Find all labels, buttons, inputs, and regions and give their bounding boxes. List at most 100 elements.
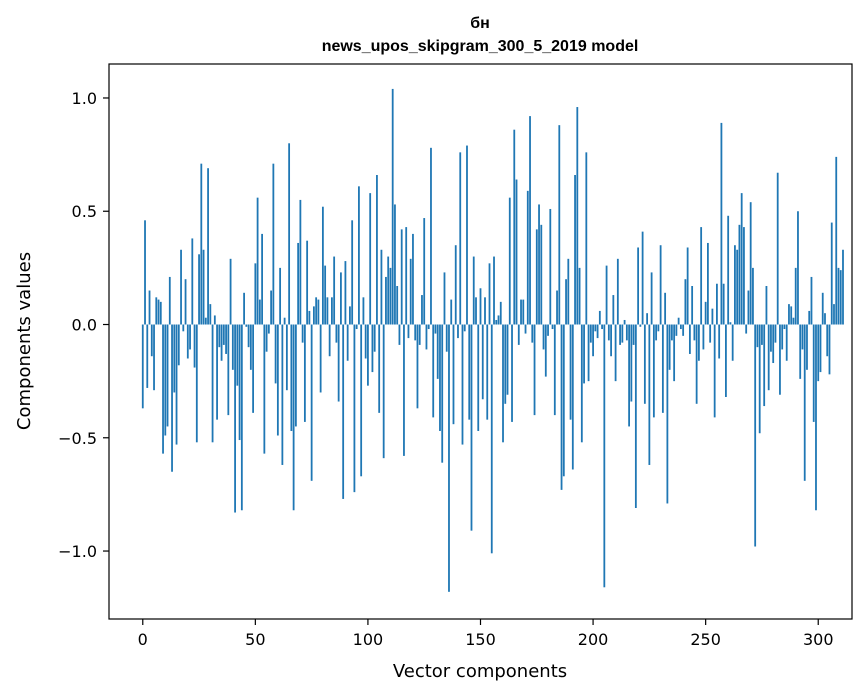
bar	[560, 324, 563, 490]
bar	[416, 324, 419, 409]
bar	[695, 324, 698, 404]
bar	[709, 324, 712, 343]
bar	[700, 227, 703, 325]
bar	[439, 324, 441, 431]
bar	[826, 324, 829, 357]
bar	[544, 324, 547, 377]
bar	[477, 324, 480, 431]
bar	[734, 245, 736, 325]
bar	[567, 258, 570, 325]
bar	[761, 324, 763, 345]
bar	[398, 324, 401, 345]
bar	[738, 224, 741, 325]
bar	[358, 186, 360, 325]
bar	[258, 299, 261, 325]
bar	[263, 324, 266, 454]
bar	[454, 245, 457, 325]
x-tick-label: 200	[578, 630, 609, 649]
bar	[470, 324, 473, 531]
bar	[711, 308, 714, 325]
bar	[191, 238, 194, 325]
bar	[153, 324, 155, 391]
bar	[657, 324, 660, 332]
bar	[661, 324, 664, 413]
bar	[463, 324, 466, 332]
bar	[767, 324, 770, 391]
x-axis-label: Vector components	[393, 661, 567, 682]
bar	[396, 286, 399, 325]
bar	[569, 324, 572, 420]
bar	[495, 319, 498, 325]
bar	[175, 324, 178, 445]
bar	[592, 324, 594, 357]
bar	[204, 317, 207, 325]
y-tick-label: 1.0	[72, 89, 97, 108]
bar	[290, 324, 293, 431]
bar	[589, 324, 592, 343]
bar	[276, 324, 279, 436]
bar	[792, 317, 795, 325]
chart-title: бн	[470, 15, 490, 32]
bar	[731, 324, 734, 361]
bar	[472, 256, 475, 325]
bar	[270, 290, 273, 325]
bar	[632, 324, 635, 345]
bar	[171, 324, 173, 472]
bar-series	[141, 88, 844, 592]
bar	[340, 272, 342, 325]
bar	[799, 324, 802, 379]
bar	[155, 297, 158, 325]
bar	[830, 222, 833, 325]
bar	[168, 276, 171, 325]
chart-subtitle: news_upos_skipgram_300_5_2019 model	[322, 38, 639, 55]
bar	[765, 286, 768, 325]
bar	[616, 258, 619, 325]
bar	[371, 324, 374, 373]
bar	[321, 206, 324, 325]
bar	[405, 227, 408, 325]
bar	[484, 297, 486, 325]
bar	[430, 147, 432, 325]
bar	[725, 324, 727, 397]
bar	[468, 324, 471, 420]
bar	[346, 324, 349, 361]
bar	[540, 224, 543, 325]
bar	[448, 324, 450, 592]
bar	[216, 324, 218, 420]
bar	[164, 324, 167, 436]
bar	[369, 193, 372, 325]
bar	[222, 324, 225, 345]
bar	[788, 304, 790, 325]
bar	[603, 324, 606, 588]
bar	[785, 324, 788, 361]
bar	[562, 324, 565, 477]
bar	[337, 324, 340, 402]
bar	[542, 324, 545, 350]
bar	[763, 324, 766, 407]
bar	[182, 324, 185, 332]
bar	[754, 324, 757, 547]
bar	[801, 324, 804, 350]
bar	[614, 324, 617, 382]
bar	[808, 310, 811, 325]
bar	[308, 310, 311, 325]
bar	[186, 324, 189, 359]
bar	[220, 324, 223, 361]
bar	[382, 324, 385, 459]
bar	[294, 324, 297, 427]
bar	[450, 299, 453, 325]
bar	[650, 272, 653, 325]
bar	[745, 324, 748, 334]
bar	[670, 324, 673, 341]
bar	[598, 310, 601, 325]
bar	[162, 324, 164, 454]
bar	[373, 324, 376, 352]
bar	[833, 304, 835, 325]
x-tick-label: 50	[245, 630, 265, 649]
bar	[193, 324, 196, 368]
bar	[504, 324, 507, 404]
bar	[718, 324, 721, 359]
bar	[702, 324, 705, 350]
bar	[409, 258, 412, 325]
bar	[716, 283, 718, 325]
